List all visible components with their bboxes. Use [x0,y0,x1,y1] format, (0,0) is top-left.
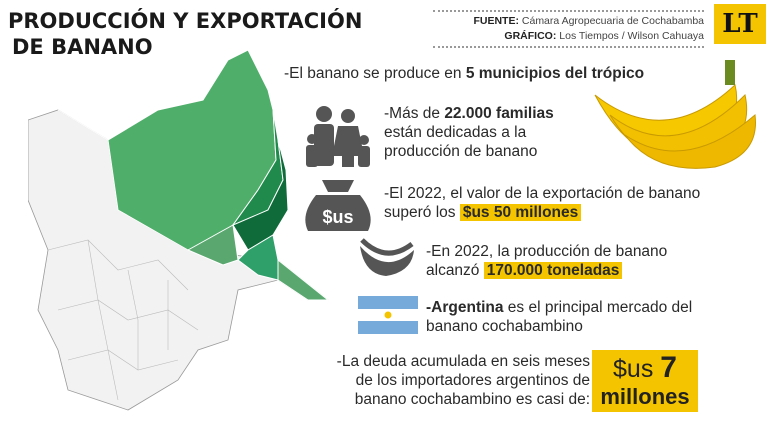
graphic-credit: Los Tiempos / Wilson Cahuaya [559,30,704,42]
argentina-flag-icon [358,296,418,334]
page-title: PRODUCCIÓN Y EXPORTACIÓN DE BANANO [8,8,362,60]
banana-icon [360,238,414,276]
fact-deuda: -La deuda acumulada en seis meses de los… [336,353,590,408]
source: Cámara Agropecuaria de Cochabamba [521,15,704,27]
fact-argentina: -Argentina es el principal mercado del b… [426,299,693,335]
credits: FUENTE: Cámara Agropecuaria de Cochabamb… [433,10,704,48]
los-tiempos-logo: LT [714,4,766,44]
family-icon [306,106,370,167]
money-bag-icon: $us [305,180,371,231]
municipality-5 [186,224,330,301]
municipality-borders [47,239,199,401]
source-label: FUENTE: [473,15,519,27]
title-line-1: PRODUCCIÓN Y EXPORTACIÓN [8,9,363,33]
fact-exportacion: -El 2022, el valor de la exportación de … [384,185,701,221]
title-line-2: DE BANANO [12,35,153,59]
banana-bunch-icon [594,60,756,169]
fact-produccion: -En 2022, la producción de banano alcanz… [426,243,668,279]
fact-familias: -Más de 22.000 familias están dedicadas … [384,105,554,160]
cochabamba-map [28,50,330,411]
fact-municipios: -El banano se produce en 5 municipios de… [284,65,645,82]
debt-amount-badge: $us 7 millones [592,350,698,412]
money-bag-label: $us [322,207,353,227]
graphic-label: GRÁFICO: [504,30,557,42]
